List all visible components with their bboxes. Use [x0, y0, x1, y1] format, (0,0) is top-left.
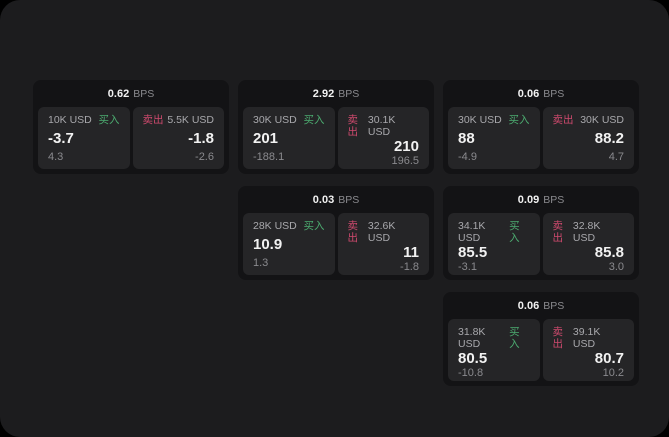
buy-side-label: 买入	[98, 114, 120, 126]
buy-delta: -3.1	[458, 261, 477, 273]
buy-price: 10.9	[253, 236, 283, 253]
sell-price: 88.2	[594, 130, 624, 147]
spread-value: 0.03	[312, 193, 335, 206]
buy-size: 34.1K USD	[458, 220, 486, 244]
sell-size: 32.8K USD	[572, 220, 601, 244]
sell-price: 80.7	[594, 350, 624, 367]
buy-side-label: 买入	[509, 326, 520, 350]
buy-side-label: 买入	[303, 220, 325, 232]
sell-delta: 196.5	[391, 155, 419, 167]
sell-price: -1.8	[188, 130, 214, 147]
quote-card: 0.03 BPS 28K USD 买入 10.9 1.3 卖出 32.6K US…	[238, 186, 434, 280]
spread-unit: BPS	[543, 299, 565, 312]
sell-price: 210	[393, 138, 419, 155]
buy-delta: 4.3	[48, 151, 64, 163]
sell-quote-panel[interactable]: 卖出 39.1K USD 80.7 10.2	[542, 319, 634, 381]
sell-side-label: 卖出	[347, 114, 359, 138]
buy-delta: -4.9	[458, 151, 477, 163]
spread-unit: BPS	[338, 193, 360, 206]
spread-header: 0.06 BPS	[443, 80, 639, 107]
buy-delta: -188.1	[253, 151, 285, 163]
sell-size: 39.1K USD	[572, 326, 601, 350]
buy-side-label: 买入	[303, 114, 325, 126]
sell-side-label: 卖出	[552, 114, 574, 126]
buy-side-label: 买入	[509, 220, 520, 244]
sell-quote-panel[interactable]: 卖出 32.6K USD 11 -1.8	[337, 213, 429, 275]
spread-value: 0.62	[107, 87, 130, 100]
buy-price: -3.7	[48, 130, 74, 147]
sell-side-label: 卖出	[552, 326, 564, 350]
spread-header: 0.06 BPS	[443, 292, 639, 319]
sell-quote-panel[interactable]: 卖出 5.5K USD -1.8 -2.6	[132, 107, 224, 169]
buy-size: 31.8K USD	[458, 326, 486, 350]
sell-price: 85.8	[594, 244, 624, 261]
spread-value: 0.06	[517, 299, 540, 312]
buy-quote-panel[interactable]: 28K USD 买入 10.9 1.3	[243, 213, 335, 275]
sell-delta: 3.0	[608, 261, 624, 273]
buy-quote-panel[interactable]: 30K USD 买入 88 -4.9	[448, 107, 540, 169]
quote-card: 0.06 BPS 30K USD 买入 88 -4.9 卖出 30K USD 8…	[443, 80, 639, 174]
buy-size: 30K USD	[458, 114, 502, 126]
buy-price: 88	[458, 130, 475, 147]
spread-unit: BPS	[133, 87, 155, 100]
quote-card: 0.62 BPS 10K USD 买入 -3.7 4.3 卖出 5.5K USD…	[33, 80, 229, 174]
buy-price: 201	[253, 130, 279, 147]
buy-delta: -10.8	[458, 367, 484, 379]
spread-header: 2.92 BPS	[238, 80, 434, 107]
sell-size: 5.5K USD	[167, 114, 214, 126]
buy-size: 28K USD	[253, 220, 297, 232]
buy-side-label: 买入	[508, 114, 530, 126]
sell-size: 30K USD	[580, 114, 624, 126]
sell-quote-panel[interactable]: 卖出 30.1K USD 210 196.5	[337, 107, 429, 169]
buy-price: 80.5	[458, 350, 488, 367]
spread-unit: BPS	[338, 87, 360, 100]
buy-delta: 1.3	[253, 257, 269, 269]
buy-size: 10K USD	[48, 114, 92, 126]
quote-card: 0.06 BPS 31.8K USD 买入 80.5 -10.8 卖出 39.1…	[443, 292, 639, 386]
sell-quote-panel[interactable]: 卖出 32.8K USD 85.8 3.0	[542, 213, 634, 275]
spread-header: 0.62 BPS	[33, 80, 229, 107]
spread-value: 0.06	[517, 87, 540, 100]
buy-quote-panel[interactable]: 10K USD 买入 -3.7 4.3	[38, 107, 130, 169]
quote-card: 0.09 BPS 34.1K USD 买入 85.5 -3.1 卖出 32.8K…	[443, 186, 639, 280]
sell-size: 30.1K USD	[367, 114, 396, 138]
spread-header: 0.09 BPS	[443, 186, 639, 213]
sell-delta: -2.6	[195, 151, 214, 163]
quote-card: 2.92 BPS 30K USD 买入 201 -188.1 卖出 30.1K …	[238, 80, 434, 174]
sell-price: 11	[403, 244, 419, 261]
sell-size: 32.6K USD	[367, 220, 396, 244]
buy-quote-panel[interactable]: 30K USD 买入 201 -188.1	[243, 107, 335, 169]
buy-size: 30K USD	[253, 114, 297, 126]
sell-side-label: 卖出	[142, 114, 164, 126]
spread-unit: BPS	[543, 193, 565, 206]
buy-quote-panel[interactable]: 34.1K USD 买入 85.5 -3.1	[448, 213, 540, 275]
sell-delta: 10.2	[602, 367, 624, 379]
spread-unit: BPS	[543, 87, 565, 100]
sell-quote-panel[interactable]: 卖出 30K USD 88.2 4.7	[542, 107, 634, 169]
buy-price: 85.5	[458, 244, 488, 261]
spread-header: 0.03 BPS	[238, 186, 434, 213]
sell-side-label: 卖出	[347, 220, 359, 244]
spread-value: 0.09	[517, 193, 540, 206]
sell-delta: 4.7	[608, 151, 624, 163]
sell-delta: -1.8	[400, 261, 419, 273]
spread-value: 2.92	[312, 87, 335, 100]
buy-quote-panel[interactable]: 31.8K USD 买入 80.5 -10.8	[448, 319, 540, 381]
sell-side-label: 卖出	[552, 220, 564, 244]
